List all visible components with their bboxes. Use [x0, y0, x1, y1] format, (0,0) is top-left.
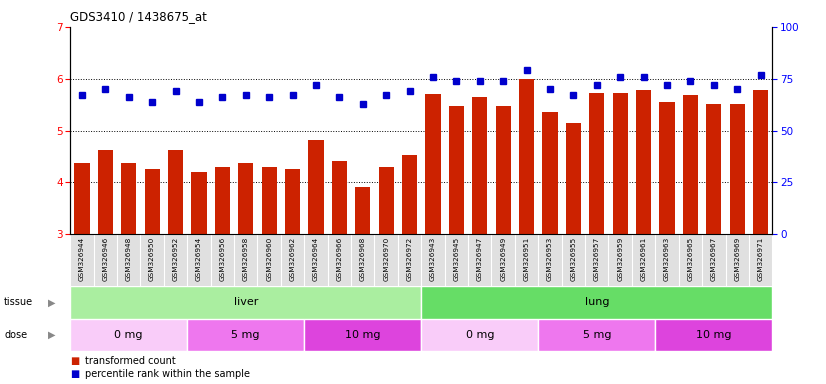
- Text: GSM326951: GSM326951: [524, 237, 529, 281]
- Text: ▶: ▶: [48, 330, 55, 340]
- Bar: [332, 161, 347, 234]
- Text: 0 mg: 0 mg: [466, 330, 494, 340]
- Bar: [753, 90, 768, 234]
- Text: GSM326965: GSM326965: [687, 237, 693, 281]
- Text: dose: dose: [4, 330, 27, 340]
- Text: GSM326967: GSM326967: [711, 237, 717, 281]
- Bar: [188, 319, 304, 351]
- Bar: [472, 97, 487, 234]
- Text: GSM326971: GSM326971: [757, 237, 763, 281]
- Text: GSM326970: GSM326970: [383, 237, 389, 281]
- Bar: [402, 156, 417, 234]
- Text: GSM326944: GSM326944: [79, 237, 85, 281]
- Text: liver: liver: [234, 297, 258, 308]
- Text: GSM326949: GSM326949: [501, 237, 506, 281]
- Bar: [145, 169, 159, 234]
- Bar: [192, 172, 206, 234]
- Text: 10 mg: 10 mg: [696, 330, 732, 340]
- Bar: [215, 167, 230, 234]
- Bar: [304, 319, 421, 351]
- Text: GSM326964: GSM326964: [313, 237, 319, 281]
- Text: ▶: ▶: [48, 297, 55, 308]
- Text: GSM326954: GSM326954: [196, 237, 202, 281]
- Text: GSM326952: GSM326952: [173, 237, 178, 281]
- Text: GSM326955: GSM326955: [571, 237, 577, 281]
- Bar: [683, 95, 698, 234]
- Bar: [449, 106, 464, 234]
- Bar: [589, 93, 605, 234]
- Text: GSM326953: GSM326953: [547, 237, 553, 281]
- Text: GSM326963: GSM326963: [664, 237, 670, 281]
- Bar: [566, 123, 581, 234]
- Bar: [285, 169, 300, 234]
- Bar: [378, 167, 394, 234]
- Text: GSM326950: GSM326950: [150, 237, 155, 281]
- Text: GSM326969: GSM326969: [734, 237, 740, 281]
- Bar: [355, 187, 370, 234]
- Bar: [519, 79, 534, 234]
- Bar: [729, 104, 745, 234]
- Text: GSM326959: GSM326959: [617, 237, 623, 281]
- Text: GSM326968: GSM326968: [360, 237, 366, 281]
- Bar: [706, 104, 721, 234]
- Text: GDS3410 / 1438675_at: GDS3410 / 1438675_at: [70, 10, 207, 23]
- Text: GSM326947: GSM326947: [477, 237, 482, 281]
- Text: 0 mg: 0 mg: [115, 330, 143, 340]
- Text: GSM326960: GSM326960: [266, 237, 272, 281]
- Text: GSM326966: GSM326966: [336, 237, 342, 281]
- Bar: [636, 90, 651, 234]
- Text: GSM326946: GSM326946: [102, 237, 108, 281]
- Text: tissue: tissue: [4, 297, 33, 308]
- Bar: [655, 319, 772, 351]
- Bar: [543, 113, 558, 234]
- Text: 5 mg: 5 mg: [231, 330, 260, 340]
- Text: GSM326961: GSM326961: [641, 237, 647, 281]
- Bar: [308, 140, 324, 234]
- Text: GSM326943: GSM326943: [430, 237, 436, 281]
- Text: GSM326945: GSM326945: [453, 237, 459, 281]
- Text: GSM326956: GSM326956: [220, 237, 225, 281]
- Bar: [262, 167, 277, 234]
- Bar: [421, 286, 772, 319]
- Text: GSM326962: GSM326962: [290, 237, 296, 281]
- Bar: [496, 106, 510, 234]
- Text: ■: ■: [70, 369, 79, 379]
- Bar: [97, 150, 113, 234]
- Bar: [539, 319, 655, 351]
- Text: percentile rank within the sample: percentile rank within the sample: [85, 369, 250, 379]
- Text: lung: lung: [585, 297, 609, 308]
- Text: GSM326957: GSM326957: [594, 237, 600, 281]
- Bar: [121, 163, 136, 234]
- Text: GSM326972: GSM326972: [406, 237, 412, 281]
- Bar: [659, 102, 675, 234]
- Text: GSM326958: GSM326958: [243, 237, 249, 281]
- Bar: [70, 319, 188, 351]
- Bar: [70, 286, 421, 319]
- Bar: [238, 163, 254, 234]
- Bar: [613, 93, 628, 234]
- Bar: [74, 163, 89, 234]
- Text: 5 mg: 5 mg: [582, 330, 611, 340]
- Text: 10 mg: 10 mg: [345, 330, 381, 340]
- Bar: [425, 94, 440, 234]
- Text: GSM326948: GSM326948: [126, 237, 131, 281]
- Bar: [168, 150, 183, 234]
- Bar: [421, 319, 539, 351]
- Text: transformed count: transformed count: [85, 356, 176, 366]
- Text: ■: ■: [70, 356, 79, 366]
